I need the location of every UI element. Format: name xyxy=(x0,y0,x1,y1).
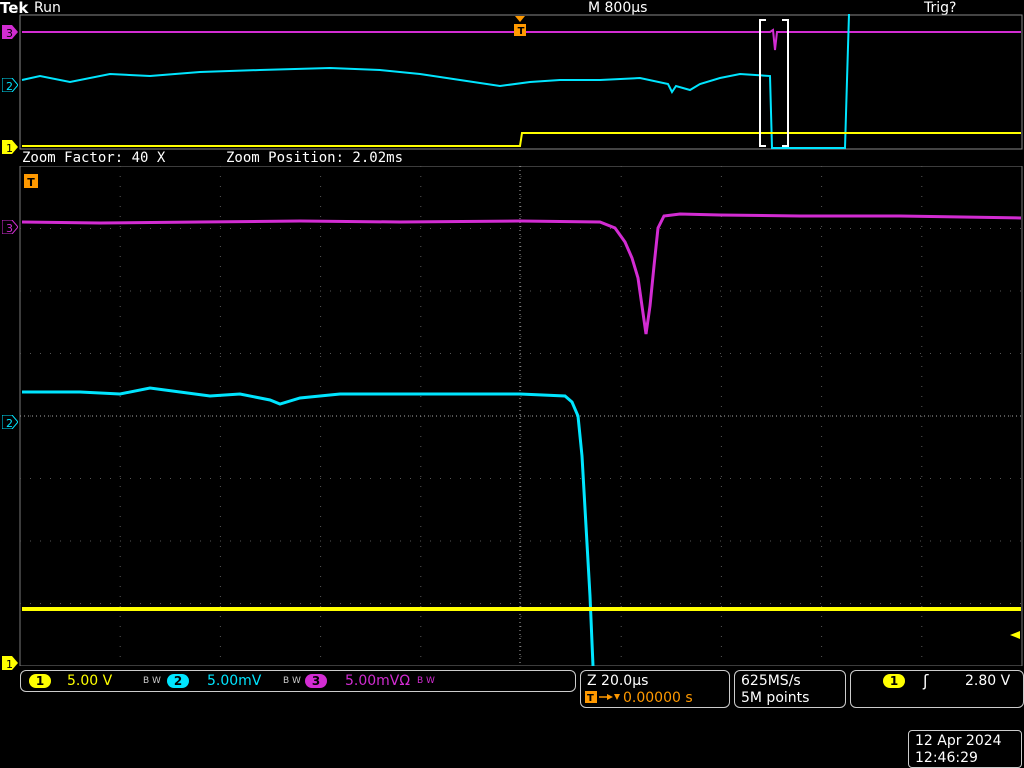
zoom-trace-ch2 xyxy=(22,386,595,666)
overview-ch1-marker-icon: 1 xyxy=(2,140,18,154)
ch1-scale: 5.00 V xyxy=(67,673,113,689)
zoom-trace-ch3 xyxy=(21,212,1022,335)
main-timebase: M 800µs xyxy=(588,0,648,16)
ch2-scale: 5.00mV xyxy=(207,673,262,689)
channel-scale-readout[interactable]: 1 5.00 V B W 2 5.00mV B W 3 5.00mVΩ B W xyxy=(20,670,576,692)
overview-trigger-label: T xyxy=(517,26,525,37)
horizontal-readout[interactable]: Z 20.0µs T 0.00000 s xyxy=(580,670,730,708)
overview-ch3-marker-icon: 3 xyxy=(2,25,18,39)
zoom-ch1-marker-icon: 1 xyxy=(2,656,18,670)
svg-text:T: T xyxy=(587,693,594,704)
trigger-status: Trig? xyxy=(924,0,957,16)
record-length: 5M points xyxy=(741,690,810,706)
trigger-offset-icon: T xyxy=(585,691,620,704)
svg-text:2: 2 xyxy=(6,80,13,92)
svg-text:1: 1 xyxy=(6,142,13,154)
zoom-factor-readout: Zoom Factor: 40 X xyxy=(22,150,166,166)
ch3-badge: 3 xyxy=(305,674,327,688)
overview-ch2-marker-icon: 2 xyxy=(2,78,18,92)
zoom-region-bracket-right xyxy=(782,19,789,147)
ch3-scale: 5.00mVΩ xyxy=(345,673,411,689)
svg-text:3: 3 xyxy=(6,27,13,39)
svg-text:3: 3 xyxy=(6,222,13,234)
ch1-badge: 1 xyxy=(29,674,51,688)
zoom-region-bracket-left xyxy=(759,19,766,147)
zoom-graticule xyxy=(19,166,1023,666)
run-status: Run xyxy=(34,0,61,16)
zoom-trigger-label: T xyxy=(27,176,35,189)
overview-trigger-marker-icon xyxy=(514,24,526,36)
trigger-source-badge: 1 xyxy=(883,674,905,688)
zoom-trigger-marker-icon xyxy=(24,174,38,188)
zoom-timebase: Z 20.0µs xyxy=(587,673,649,689)
trigger-offset: 0.00000 s xyxy=(623,690,693,706)
overview-trace-ch3 xyxy=(22,28,1021,51)
trigger-readout[interactable]: 1 ʃ 2.80 V xyxy=(850,670,1024,708)
overview-trace-ch1 xyxy=(22,132,1021,147)
ch1-bw-limit-icon: B W xyxy=(143,676,161,686)
date-readout: 12 Apr 2024 xyxy=(915,733,1002,749)
time-readout: 12:46:29 xyxy=(915,750,978,766)
zoom-ch2-marker-icon: 2 xyxy=(2,415,18,429)
tek-logo: Tek xyxy=(0,0,29,17)
ch2-bw-limit-icon: B W xyxy=(283,676,301,686)
overview-waveform-window xyxy=(19,14,1023,150)
zoom-position-readout: Zoom Position: 2.02ms xyxy=(226,150,404,166)
trigger-slope-icon: ʃ xyxy=(923,671,929,690)
svg-text:1: 1 xyxy=(6,658,13,670)
ch3-bw-limit-icon: B W xyxy=(417,676,435,686)
trigger-level-arrow-icon xyxy=(1010,631,1020,639)
overview-trace-ch2 xyxy=(21,14,850,149)
sample-rate: 625MS/s xyxy=(741,673,801,689)
svg-text:2: 2 xyxy=(6,417,13,429)
acquisition-readout[interactable]: 625MS/s 5M points xyxy=(734,670,846,708)
trigger-level: 2.80 V xyxy=(965,673,1011,689)
date-time-display: 12 Apr 2024 12:46:29 xyxy=(908,730,1022,768)
overview-trigger-arrow-icon xyxy=(515,16,525,22)
zoom-ch3-marker-icon: 3 xyxy=(2,220,18,234)
ch2-badge: 2 xyxy=(167,674,189,688)
